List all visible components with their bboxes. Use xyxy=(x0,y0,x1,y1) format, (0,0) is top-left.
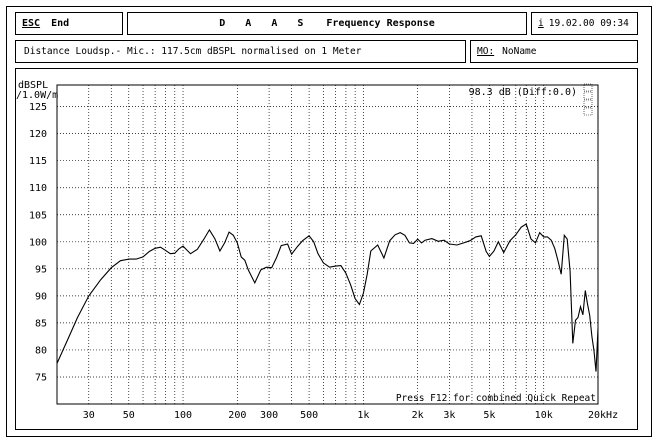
x-tick-labels: 30 50 100 200 300 500 1k 2k 3k 5k 10k 20kHz xyxy=(83,410,618,421)
x-tick-label: 300 xyxy=(260,410,278,421)
x-tick-label: 50 xyxy=(123,410,135,421)
escape-end-button[interactable]: ESC End xyxy=(15,12,123,35)
chart-grid xyxy=(56,84,599,405)
chart-panel xyxy=(15,68,638,430)
y-tick-label: 75 xyxy=(35,372,47,383)
scroll-indicator-cell xyxy=(583,83,593,92)
y-tick-label: 120 xyxy=(29,129,47,140)
x-tick-label: 10k xyxy=(535,410,553,421)
quick-repeat-hint: Press F12 for combined Quick Repeat xyxy=(396,393,596,404)
y-tick-label: 85 xyxy=(35,318,47,329)
y-tick-label: 95 xyxy=(35,264,47,275)
y-axis-label-line1: dBSPL xyxy=(18,80,48,91)
scroll-indicator-cell xyxy=(583,107,593,116)
x-tick-label: 2k xyxy=(412,410,424,421)
date-time: 19.02.00 09:34 xyxy=(548,17,629,29)
x-tick-label: 500 xyxy=(300,410,318,421)
y-tick-label: 125 xyxy=(29,102,47,113)
y-tick-label: 100 xyxy=(29,237,47,248)
y-axis-label-line2: /1.0W/m xyxy=(16,90,58,101)
x-tick-label: 20kHz xyxy=(588,410,618,421)
y-tick-label: 80 xyxy=(35,345,47,356)
x-tick-label: 3k xyxy=(443,410,455,421)
plot-area-border xyxy=(56,84,599,405)
measurement-note: Distance Loudsp.- Mic.: 117.5cm dBSPL no… xyxy=(15,40,466,63)
scroll-indicator-cell xyxy=(583,99,593,108)
window-title: Frequency Response xyxy=(326,17,435,29)
title-bar: D A A S Frequency Response xyxy=(127,12,527,35)
x-tick-label: 100 xyxy=(174,410,192,421)
info-icon: i xyxy=(538,17,544,29)
readout-scroll-indicator xyxy=(583,83,593,116)
y-tick-label: 105 xyxy=(29,210,47,221)
info-date-button[interactable]: i 19.02.00 09:34 xyxy=(531,12,638,35)
y-tick-label: 115 xyxy=(29,156,47,167)
memory-object-field[interactable]: MO: NoName xyxy=(470,40,638,63)
end-label: End xyxy=(51,17,70,29)
x-tick-label: 200 xyxy=(228,410,246,421)
y-tick-label: 90 xyxy=(35,291,47,302)
scroll-indicator-cell xyxy=(583,91,593,100)
x-tick-label: 1k xyxy=(357,410,369,421)
app-brand: D A A S xyxy=(219,17,311,29)
x-tick-label: 5k xyxy=(483,410,495,421)
mo-label: MO: xyxy=(477,45,495,57)
window-frame xyxy=(6,6,652,437)
y-tick-label: 110 xyxy=(29,183,47,194)
esc-key-label: ESC xyxy=(22,17,41,29)
response-curve xyxy=(56,223,599,372)
y-tick-labels: 75 80 85 90 95 100 105 110 115 120 125 xyxy=(29,102,47,383)
level-readout: 98.3 dB (Diff:0.0) xyxy=(469,87,577,98)
measurement-note-text: Distance Loudsp.- Mic.: 117.5cm dBSPL no… xyxy=(24,45,362,57)
mo-name: NoName xyxy=(502,45,537,57)
x-tick-label: 30 xyxy=(83,410,95,421)
